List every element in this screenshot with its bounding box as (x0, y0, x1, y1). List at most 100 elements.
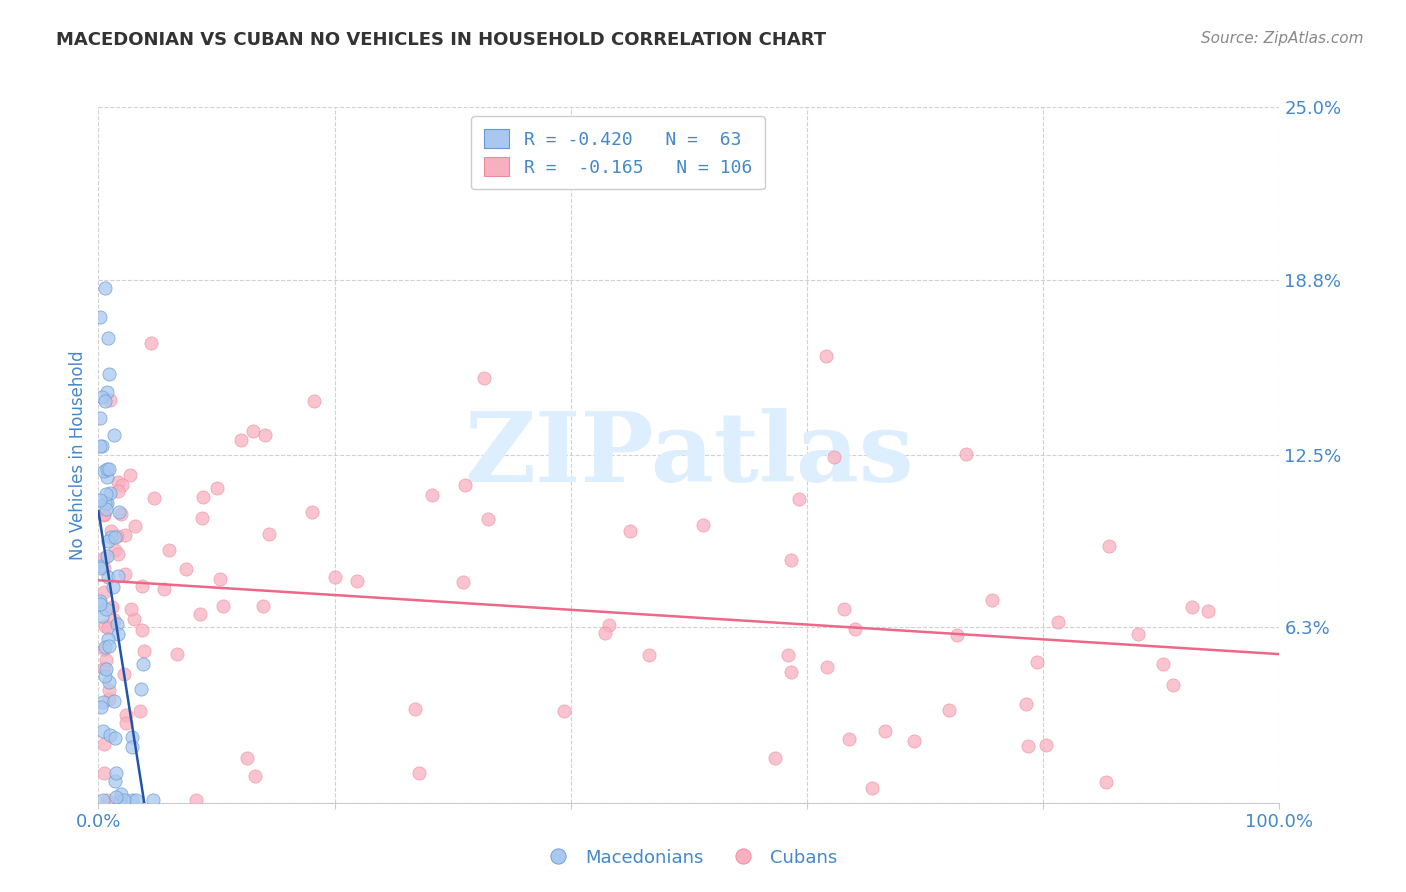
Point (104, 530, 127, 544)
Point (100, 524, 122, 539)
Point (93, 640, 115, 654)
Point (257, 527, 280, 541)
Point (89, 492, 111, 507)
Point (1126, 627, 1149, 641)
Point (101, 580, 124, 594)
Point (242, 424, 264, 438)
Point (141, 793, 163, 807)
Point (111, 478, 134, 492)
Point (108, 504, 131, 518)
Point (1152, 657, 1174, 672)
Point (91, 724, 114, 739)
Point (860, 781, 883, 796)
Point (94, 669, 117, 683)
Point (188, 607, 211, 621)
Point (132, 644, 155, 658)
Point (97, 462, 120, 476)
Point (637, 648, 659, 662)
Point (1017, 739, 1039, 753)
Point (235, 751, 257, 765)
Point (114, 566, 136, 581)
Point (114, 715, 136, 730)
Point (125, 793, 148, 807)
Point (139, 335, 162, 350)
Point (94, 496, 117, 510)
Point (153, 582, 176, 597)
Point (89, 310, 111, 324)
Point (103, 773, 125, 788)
Point (90, 609, 112, 624)
Point (553, 704, 575, 718)
Point (780, 552, 803, 566)
Point (98, 393, 121, 408)
Point (120, 467, 142, 482)
Point (346, 574, 368, 588)
Point (97, 368, 120, 382)
Point (103, 694, 125, 708)
Point (93, 551, 115, 566)
Point (96, 501, 118, 516)
Point (834, 602, 856, 616)
Point (209, 572, 232, 586)
Point (98, 691, 121, 706)
Point (93, 737, 115, 751)
Point (107, 483, 129, 498)
Point (814, 349, 837, 363)
Point (90, 700, 112, 714)
Point (89, 560, 111, 574)
Point (252, 599, 274, 613)
Point (184, 793, 207, 807)
Point (1181, 599, 1204, 614)
Text: MACEDONIAN VS CUBAN NO VEHICLES IN HOUSEHOLD CORRELATION CHART: MACEDONIAN VS CUBAN NO VEHICLES IN HOUSE… (56, 31, 827, 49)
Point (166, 647, 188, 661)
Y-axis label: No Vehicles in Household: No Vehicles in Household (69, 350, 87, 560)
Point (94, 619, 117, 633)
Point (89, 558, 111, 573)
Point (945, 628, 967, 642)
Point (103, 613, 125, 627)
Point (110, 507, 132, 521)
Point (323, 570, 346, 584)
Point (112, 793, 135, 807)
Point (1197, 604, 1219, 618)
Point (100, 728, 122, 742)
Point (89, 410, 111, 425)
Point (107, 569, 129, 583)
Point (115, 707, 138, 722)
Point (89, 594, 111, 608)
Point (477, 512, 499, 526)
Point (94, 661, 117, 675)
Point (105, 529, 128, 543)
Point (981, 593, 1004, 607)
Point (96, 793, 118, 807)
Point (98, 675, 121, 690)
Point (903, 734, 925, 748)
Point (97, 570, 120, 584)
Point (110, 787, 132, 801)
Point (100, 530, 122, 544)
Point (779, 665, 801, 679)
Point (93, 661, 115, 675)
Point (89, 597, 111, 611)
Point (104, 790, 127, 805)
Point (90, 440, 112, 454)
Point (105, 617, 128, 632)
Point (128, 704, 150, 718)
Point (97, 632, 120, 646)
Point (131, 579, 153, 593)
Point (254, 428, 277, 442)
Point (1095, 774, 1118, 789)
Point (815, 659, 838, 673)
Point (93, 508, 115, 522)
Point (598, 618, 620, 632)
Legend: Macedonians, Cubans: Macedonians, Cubans (533, 841, 845, 874)
Point (778, 648, 800, 663)
Point (103, 428, 125, 442)
Point (451, 574, 474, 589)
Point (94, 281, 117, 295)
Point (763, 751, 786, 765)
Point (124, 519, 146, 533)
Point (107, 475, 129, 489)
Point (938, 703, 960, 717)
Point (229, 433, 252, 447)
